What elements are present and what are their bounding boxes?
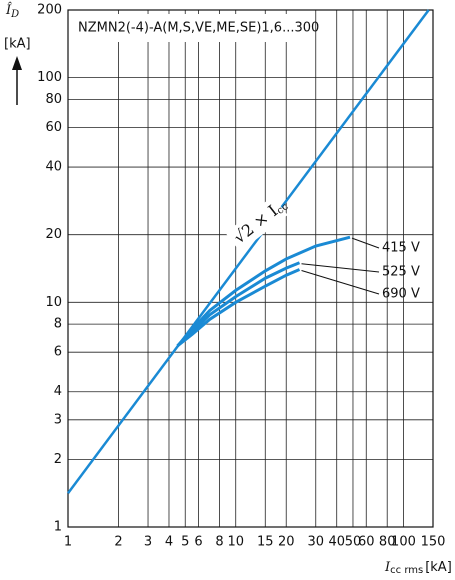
x-tick-label: 150: [421, 535, 446, 550]
y-tick-label: 10: [45, 295, 62, 310]
x-tick-label: 50: [345, 535, 362, 550]
title-bg: [72, 14, 312, 42]
grid: [67, 9, 434, 528]
leader-line: [301, 263, 380, 273]
series-line: [176, 235, 351, 347]
x-tick-label: 60: [358, 535, 375, 550]
x-tick-label: 80: [379, 535, 396, 550]
y-tick-label: 200: [37, 3, 62, 18]
x-tick-label: 10: [227, 535, 244, 550]
y-arrow-head: [12, 56, 22, 70]
y-tick-label: 60: [45, 120, 62, 135]
x-tick-label: 15: [257, 535, 274, 550]
y-label-unit: [kA]: [4, 37, 31, 52]
y-tick-label: 100: [37, 70, 62, 85]
x-label-symbol: I: [384, 560, 391, 575]
y-label-sub: D: [10, 9, 19, 20]
x-tick-label: 30: [307, 535, 324, 550]
plot-frame: [67, 9, 434, 528]
y-tick-label: 20: [45, 227, 62, 242]
y-label-symbol: Î: [5, 2, 12, 18]
y-tick-label: 80: [45, 92, 62, 107]
x-tick-label: 20: [278, 535, 295, 550]
y-tick-label: 4: [54, 384, 62, 399]
legend-label: 690 V: [382, 287, 420, 302]
x-tick-label: 5: [181, 535, 189, 550]
y-tick-label: 6: [54, 345, 62, 360]
x-tick-label: 1: [64, 535, 72, 550]
y-label: ÎD: [5, 2, 19, 20]
series-line: [176, 261, 301, 347]
x-tick-label: 4: [165, 535, 173, 550]
x-tick-label: 40: [328, 535, 345, 550]
chart-title: NZMN2(-4)-A(M,S,VE,ME,SE)1,6...300: [78, 21, 319, 36]
x-tick-label: 3: [144, 535, 152, 550]
x-tick-label: 6: [194, 535, 202, 550]
series-line: [176, 268, 301, 348]
x-label-sub: cc rms: [390, 565, 423, 576]
series-line: [66, 9, 430, 494]
peak-label: √2 × Icc: [230, 194, 291, 248]
peak-label-bg: [225, 196, 288, 252]
x-tick-label: 2: [114, 535, 122, 550]
legend-label: 415 V: [382, 241, 420, 256]
y-tick-label: 40: [45, 160, 62, 175]
y-tick-label: 1: [54, 520, 62, 535]
y-tick-label: 2: [54, 452, 62, 467]
x-label: Icc rms [kA]: [384, 560, 452, 577]
leader-line: [351, 237, 380, 249]
x-tick-label: 100: [391, 535, 416, 550]
x-label-unit: [kA]: [425, 560, 452, 575]
legend-label: 525 V: [382, 265, 420, 280]
y-tick-label: 3: [54, 412, 62, 427]
leader-line: [301, 270, 380, 295]
x-tick-label: 8: [215, 535, 223, 550]
y-tick-label: 8: [54, 317, 62, 332]
